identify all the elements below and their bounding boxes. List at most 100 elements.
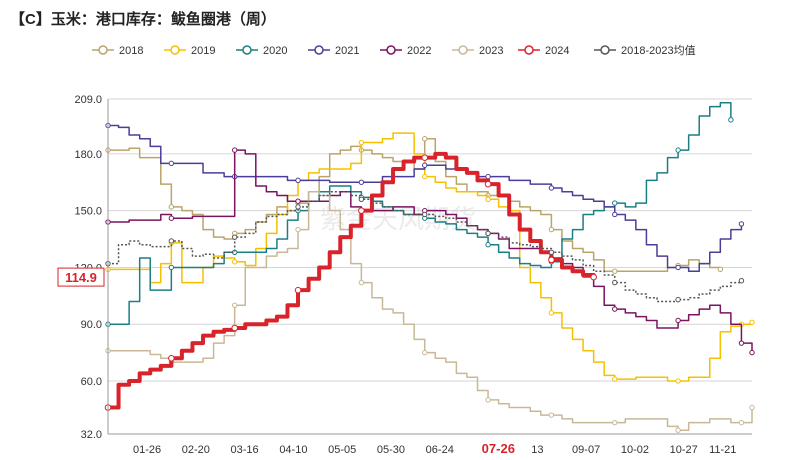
series-line: [108, 151, 596, 410]
y-tick-label: 60.0: [81, 376, 102, 388]
data-point: [422, 162, 428, 168]
series-group: [104, 102, 755, 433]
legend-item-2[interactable]: 2019: [164, 45, 215, 57]
data-point: [422, 349, 428, 356]
legend-label: 2022: [407, 45, 431, 57]
data-point: [675, 317, 681, 324]
legend-item-8[interactable]: 2018-2023均值: [594, 44, 696, 57]
data-point: [231, 302, 238, 308]
data-point: [422, 173, 428, 180]
data-point: [548, 249, 555, 256]
series-7: [104, 151, 597, 411]
y-tick-label: 32.0: [81, 429, 102, 441]
data-point: [675, 147, 681, 153]
series-line: [108, 190, 753, 431]
y-tick-label: 209.0: [74, 94, 102, 106]
x-tick-label: 01-26: [133, 444, 161, 456]
data-point: [728, 117, 734, 123]
legend-label: 2018: [119, 45, 143, 57]
data-point: [485, 242, 491, 248]
x-tick-label: 05-30: [377, 444, 405, 456]
data-point: [749, 349, 755, 356]
x-tick-label: 02-20: [182, 444, 210, 456]
data-point: [422, 211, 428, 218]
data-point: [294, 286, 302, 294]
data-point: [358, 279, 365, 286]
data-point: [612, 279, 618, 286]
data-point: [295, 204, 301, 210]
legend-item-7[interactable]: 2024: [518, 45, 569, 57]
data-point: [358, 139, 365, 146]
legend-marker: [170, 45, 180, 55]
legend-item-5[interactable]: 2022: [380, 45, 431, 57]
data-point: [548, 256, 555, 264]
x-tick-label: 13: [531, 444, 543, 456]
data-point: [168, 264, 175, 271]
highlight-value-label: 114.9: [65, 270, 97, 285]
data-point: [717, 266, 724, 273]
legend-marker: [524, 45, 534, 55]
data-point: [168, 215, 175, 221]
data-point: [358, 207, 365, 214]
data-point: [675, 264, 681, 271]
legend-item-1[interactable]: 2018: [92, 45, 143, 57]
legend-item-6[interactable]: 2023: [452, 45, 503, 57]
x-tick-label-highlight: 07-26: [482, 441, 515, 456]
data-point: [590, 273, 597, 281]
legend-label: 2020: [263, 45, 287, 57]
data-point: [548, 412, 555, 418]
data-point: [675, 427, 681, 433]
data-point: [358, 179, 365, 185]
data-point: [295, 226, 301, 233]
data-point: [168, 160, 175, 167]
grid: [108, 98, 752, 435]
data-point: [749, 319, 755, 326]
data-point: [612, 200, 618, 206]
data-point: [485, 397, 491, 403]
data-point: [231, 324, 238, 332]
data-point: [548, 226, 555, 233]
x-tick-label: 03-16: [231, 444, 259, 456]
legend-label: 2024: [545, 45, 569, 57]
data-point: [548, 185, 555, 191]
legend-label: 2021: [335, 45, 359, 57]
legend-label: 2019: [191, 45, 215, 57]
data-point: [168, 204, 175, 210]
legend-label: 2018-2023均值: [621, 44, 696, 57]
data-point: [168, 354, 175, 362]
x-tick-label: 05-05: [328, 444, 356, 456]
x-tick-label: 06-24: [426, 444, 454, 456]
chart-title: 【C】玉米：港口库存：鲅鱼圈港（周）: [10, 10, 276, 28]
series-line: [108, 149, 753, 353]
data-point: [675, 378, 681, 384]
data-point: [485, 173, 491, 180]
legend[interactable]: 2018 2019 2020 2021 2022 2023 2024 2018-2023均值: [92, 44, 696, 57]
x-tick-label: 04-10: [279, 444, 307, 456]
data-point: [485, 230, 491, 237]
legend-marker: [98, 45, 108, 55]
y-tick-label: 90.0: [81, 319, 102, 331]
legend-item-4[interactable]: 2021: [308, 45, 359, 57]
legend-item-3[interactable]: 2020: [236, 45, 287, 57]
series-line: [108, 190, 743, 303]
data-point: [612, 376, 618, 382]
data-point: [422, 136, 428, 142]
highlight-labels: 114.9: [57, 267, 105, 287]
data-point: [738, 221, 745, 227]
series-8: [105, 190, 745, 303]
data-point: [358, 196, 365, 203]
x-tick-label: 11-21: [709, 444, 736, 456]
data-point: [231, 147, 238, 153]
data-point: [675, 296, 681, 303]
legend-label: 2023: [479, 45, 503, 57]
data-point: [485, 196, 491, 203]
data-point: [231, 259, 238, 265]
data-point: [612, 211, 618, 218]
data-point: [421, 154, 429, 161]
axes: 32.060.090.0120.0150.0180.0209.001-2602-…: [74, 94, 752, 456]
data-point: [295, 198, 301, 204]
legend-marker: [242, 45, 252, 55]
data-point: [738, 340, 745, 346]
